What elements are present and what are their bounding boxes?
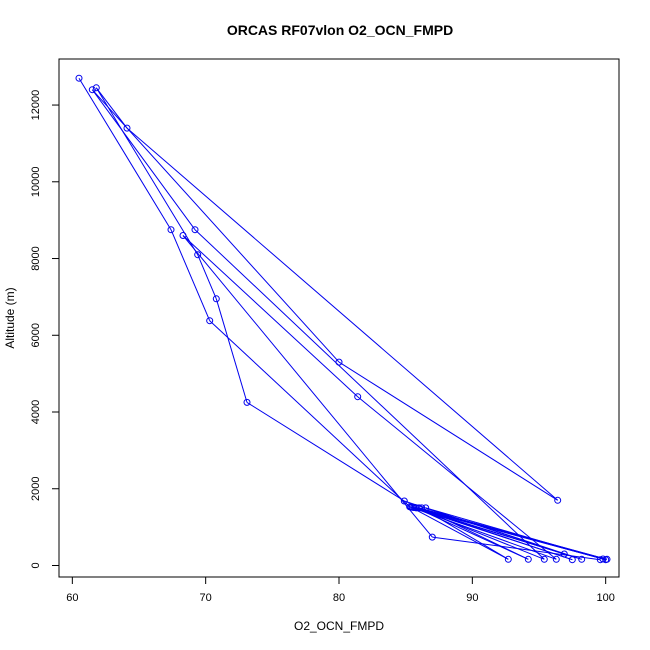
series-points — [75, 74, 611, 564]
y-tick-label: 0 — [30, 562, 42, 568]
y-tick-label: 12000 — [30, 90, 42, 121]
data-point — [596, 556, 604, 564]
data-point — [415, 504, 423, 512]
x-tick-label: 90 — [466, 592, 478, 604]
data-point — [568, 556, 576, 564]
data-point — [428, 533, 436, 541]
chart-title: ORCAS RF07vlon O2_OCN_FMPD — [227, 22, 453, 38]
series-segment — [209, 320, 411, 508]
data-point — [554, 496, 562, 504]
data-point — [407, 503, 415, 511]
data-point — [335, 358, 343, 366]
series-segment — [215, 298, 248, 403]
data-point — [123, 124, 131, 132]
series-segment — [95, 87, 128, 129]
x-tick-label: 100 — [596, 592, 614, 604]
y-tick-label: 8000 — [30, 246, 42, 270]
series-segment — [404, 500, 565, 555]
series-segment — [126, 127, 559, 501]
series-segment — [95, 87, 199, 255]
series-segment — [197, 254, 217, 299]
plot-frame — [58, 58, 620, 578]
data-point — [418, 504, 426, 512]
x-axis-ticks: 60 70 80 90 100 — [66, 577, 615, 604]
series-segment — [91, 89, 196, 230]
y-tick-label: 4000 — [30, 400, 42, 424]
y-axis-label: Altitude (m) — [3, 287, 17, 348]
series-segment — [78, 77, 172, 230]
data-point — [75, 74, 83, 82]
data-point — [243, 398, 251, 406]
series-segment — [357, 396, 557, 560]
y-tick-label: 6000 — [30, 323, 42, 347]
data-point — [206, 317, 214, 325]
series-segment — [410, 506, 557, 560]
series-segment — [246, 401, 405, 502]
data-point — [191, 226, 199, 234]
series-segment — [182, 235, 433, 538]
series-segment — [91, 89, 340, 363]
y-tick-label: 10000 — [30, 166, 42, 197]
data-point — [603, 555, 611, 563]
x-tick-label: 60 — [66, 592, 78, 604]
data-point — [212, 295, 220, 303]
data-point — [422, 504, 430, 512]
series-segment — [170, 229, 211, 321]
data-point — [552, 555, 560, 563]
data-point — [560, 550, 568, 558]
data-point — [167, 226, 175, 234]
data-point — [524, 555, 532, 563]
series-segment — [425, 507, 604, 560]
series-lines — [78, 77, 608, 561]
data-point — [578, 555, 586, 563]
data-point — [179, 232, 187, 239]
data-point — [411, 504, 419, 511]
x-tick-label: 80 — [333, 592, 345, 604]
data-point — [88, 86, 96, 94]
data-point — [400, 497, 408, 505]
series-segment — [338, 361, 558, 501]
series-segment — [410, 506, 509, 560]
series-segment — [421, 507, 529, 560]
x-axis-label: O2_OCN_FMPD — [294, 619, 384, 633]
data-point — [354, 393, 362, 401]
series-segment — [432, 536, 601, 561]
data-point — [194, 251, 202, 259]
series-segment — [194, 229, 545, 560]
y-tick-label: 2000 — [30, 477, 42, 501]
y-axis-ticks: 0 2000 4000 6000 8000 10000 12000 — [30, 90, 59, 569]
x-tick-label: 70 — [200, 592, 212, 604]
data-point — [92, 84, 100, 92]
series-segment — [182, 235, 359, 398]
data-point — [504, 555, 512, 563]
data-point — [599, 555, 607, 563]
data-point — [540, 555, 548, 563]
